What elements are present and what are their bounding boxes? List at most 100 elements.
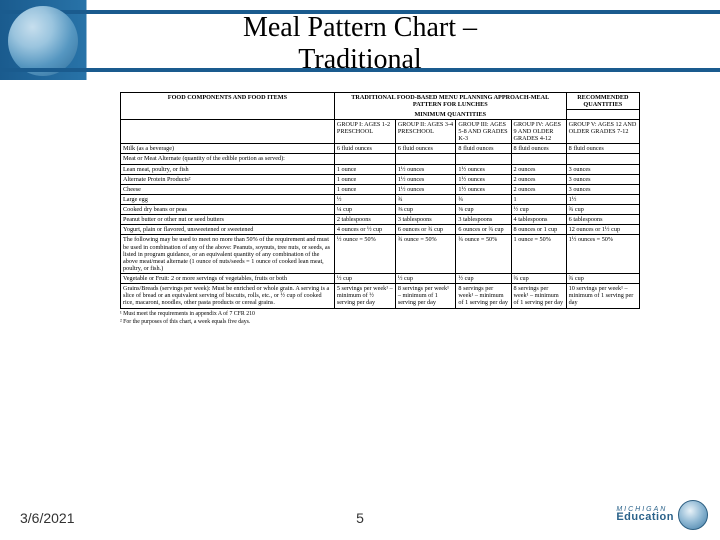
row-cell: ¾ cup xyxy=(511,274,566,284)
table-row: Lean meat, poultry, or fish1 ounce1½ oun… xyxy=(121,164,640,174)
col-head-components: FOOD COMPONENTS AND FOOD ITEMS xyxy=(121,93,335,120)
col-head-g1: GROUP I: AGES 1-2 PRESCHOOL xyxy=(334,119,395,143)
row-cell: ¾ xyxy=(395,194,456,204)
table-row: Grains/Breads (servings per week): Must … xyxy=(121,284,640,308)
row-label: Yogurt, plain or flavored, unsweetened o… xyxy=(121,225,335,235)
row-cell: 8 servings per week¹ – minimum of 1 serv… xyxy=(456,284,511,308)
row-cell: ¾ ounce = 50% xyxy=(456,235,511,274)
table-row: Peanut butter or other nut or seed butte… xyxy=(121,215,640,225)
col-head-g2: GROUP II: AGES 3-4 PRESCHOOL xyxy=(395,119,456,143)
row-cell: 1 ounce xyxy=(334,164,395,174)
michigan-education-logo: MICHIGAN Education xyxy=(616,500,708,530)
row-cell: 1 ounce xyxy=(334,184,395,194)
row-cell: 1½ ounces xyxy=(395,174,456,184)
table-row: The following may be used to meet no mor… xyxy=(121,235,640,274)
row-cell: 1 ounce = 50% xyxy=(511,235,566,274)
row-label: Vegetable or Fruit: 2 or more servings o… xyxy=(121,274,335,284)
table-row: Yogurt, plain or flavored, unsweetened o… xyxy=(121,225,640,235)
row-label: Large egg xyxy=(121,194,335,204)
banner-title: TRADITIONAL FOOD-BASED MENU PLANNING APP… xyxy=(334,93,566,110)
row-label: Alternate Protein Products² xyxy=(121,174,335,184)
row-cell: 8 fluid ounces xyxy=(511,144,566,154)
table-row: Milk (as a beverage)6 fluid ounces6 flui… xyxy=(121,144,640,154)
table-row: Cheese1 ounce1½ ounces1½ ounces2 ounces3… xyxy=(121,184,640,194)
row-cell: 8 fluid ounces xyxy=(566,144,639,154)
table-row: Large egg½¾¾11½ xyxy=(121,194,640,204)
row-cell: 6 fluid ounces xyxy=(334,144,395,154)
row-cell: 12 ounces or 1½ cup xyxy=(566,225,639,235)
row-cell: 1 xyxy=(511,194,566,204)
row-cell: ¾ xyxy=(456,194,511,204)
row-label: Meat or Meat Alternate (quantity of the … xyxy=(121,154,335,164)
row-cell: 1½ ounces xyxy=(456,164,511,174)
row-cell: 5 servings per week¹ – minimum of ½ serv… xyxy=(334,284,395,308)
footnote-1: ¹ Must meet the requirements in appendix… xyxy=(120,309,640,317)
row-cell: 3 ounces xyxy=(566,174,639,184)
row-cell: ¾ cup xyxy=(566,205,639,215)
row-cell: 1½ ounces xyxy=(456,174,511,184)
meal-pattern-table: FOOD COMPONENTS AND FOOD ITEMS TRADITION… xyxy=(120,92,640,325)
row-label: Lean meat, poultry, or fish xyxy=(121,164,335,174)
row-cell: 6 ounces or ¾ cup xyxy=(395,225,456,235)
row-label: Cheese xyxy=(121,184,335,194)
slide-title: Meal Pattern Chart – Traditional xyxy=(0,12,720,76)
table-row: Cooked dry beans or peas¼ cup⅜ cup⅜ cup½… xyxy=(121,205,640,215)
row-cell xyxy=(511,154,566,164)
title-line-2: Traditional xyxy=(298,44,421,75)
title-line-1: Meal Pattern Chart – xyxy=(243,12,477,43)
row-cell: 10 servings per week¹ – minimum of 1 ser… xyxy=(566,284,639,308)
row-cell: 3 ounces xyxy=(566,184,639,194)
row-cell: 6 ounces or ¾ cup xyxy=(456,225,511,235)
row-cell: 8 servings per week¹ – minimum of 1 serv… xyxy=(511,284,566,308)
row-cell: 1½ ounces = 50% xyxy=(566,235,639,274)
row-cell: 4 ounces or ½ cup xyxy=(334,225,395,235)
table-row: Alternate Protein Products²1 ounce1½ oun… xyxy=(121,174,640,184)
row-cell: ½ xyxy=(334,194,395,204)
row-cell: ¼ cup xyxy=(334,205,395,215)
row-cell: 2 ounces xyxy=(511,174,566,184)
row-cell: 1½ ounces xyxy=(456,184,511,194)
min-header: MINIMUM QUANTITIES xyxy=(334,110,566,120)
table-row: Meat or Meat Alternate (quantity of the … xyxy=(121,154,640,164)
row-label: Cooked dry beans or peas xyxy=(121,205,335,215)
rec-header: RECOMMENDED QUANTITIES xyxy=(566,93,639,110)
row-cell: ¾ cup xyxy=(566,274,639,284)
row-cell: 1½ ounces xyxy=(395,184,456,194)
row-label: The following may be used to meet no mor… xyxy=(121,235,335,274)
logo-line-2: Education xyxy=(616,513,674,523)
row-cell: 4 tablespoons xyxy=(511,215,566,225)
col-head-g5: GROUP V: AGES 12 AND OLDER GRADES 7-12 xyxy=(566,119,639,143)
row-cell: ½ cup xyxy=(334,274,395,284)
seal-icon xyxy=(678,500,708,530)
row-cell: 8 ounces or 1 cup xyxy=(511,225,566,235)
row-cell: ¾ ounce = 50% xyxy=(395,235,456,274)
footnote-2: ² For the purposes of this chart, a week… xyxy=(120,317,640,325)
row-label: Milk (as a beverage) xyxy=(121,144,335,154)
row-cell: ½ cup xyxy=(395,274,456,284)
row-cell: 3 tablespoons xyxy=(456,215,511,225)
row-cell: 1 ounce xyxy=(334,174,395,184)
row-cell xyxy=(334,154,395,164)
table-row: Vegetable or Fruit: 2 or more servings o… xyxy=(121,274,640,284)
row-cell: 3 tablespoons xyxy=(395,215,456,225)
row-cell xyxy=(395,154,456,164)
row-cell: 6 fluid ounces xyxy=(395,144,456,154)
row-cell: ½ cup xyxy=(511,205,566,215)
row-cell xyxy=(566,154,639,164)
row-cell: ½ cup xyxy=(456,274,511,284)
row-cell: 1½ ounces xyxy=(395,164,456,174)
col-head-g3: GROUP III: AGES 5-8 AND GRADES K-3 xyxy=(456,119,511,143)
row-cell: 2 tablespoons xyxy=(334,215,395,225)
row-cell: 2 ounces xyxy=(511,164,566,174)
row-label: Peanut butter or other nut or seed butte… xyxy=(121,215,335,225)
row-label: Grains/Breads (servings per week): Must … xyxy=(121,284,335,308)
row-cell: ⅜ cup xyxy=(395,205,456,215)
page-number: 5 xyxy=(0,510,720,526)
row-cell: 3 ounces xyxy=(566,164,639,174)
row-cell: 8 servings per week¹ – minimum of 1 serv… xyxy=(395,284,456,308)
col-head-g4: GROUP IV: AGES 9 AND OLDER GRADES 4-12 xyxy=(511,119,566,143)
row-cell: 1½ xyxy=(566,194,639,204)
row-cell: 2 ounces xyxy=(511,184,566,194)
row-cell xyxy=(456,154,511,164)
row-cell: ⅜ cup xyxy=(456,205,511,215)
